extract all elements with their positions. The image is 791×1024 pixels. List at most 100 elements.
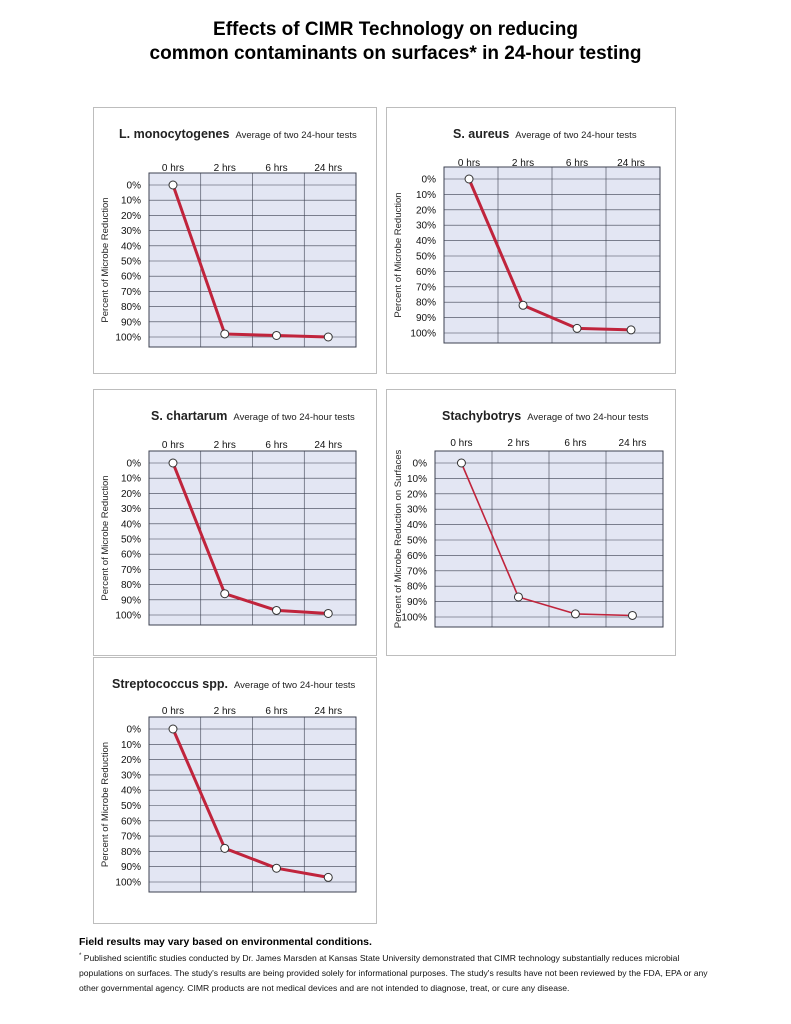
y-tick-label: 30% [121, 504, 141, 515]
data-point [323, 332, 333, 342]
y-tick-label: 50% [407, 536, 427, 547]
y-tick-label: 20% [121, 489, 141, 500]
chart-panel-streptococcus: Streptococcus spp. Average of two 24-hour… [93, 657, 377, 924]
chart-subtitle: Average of two 24-hour tests [515, 130, 637, 141]
y-tick-label: 50% [416, 252, 436, 263]
y-tick-label: 10% [121, 474, 141, 485]
data-point [513, 592, 523, 602]
y-tick-label: 0% [127, 725, 142, 736]
y-tick-label: 30% [121, 770, 141, 781]
chart-title: Stachybotrys [442, 409, 521, 423]
chart-subtitle: Average of two 24-hour tests [234, 680, 356, 691]
chart-svg: L. monocytogenes Average of two 24-hour t… [100, 127, 357, 348]
y-tick-label: 90% [416, 313, 436, 324]
data-point [456, 458, 466, 468]
y-tick-label: 40% [121, 241, 141, 252]
x-tick-label: 0 hrs [450, 438, 472, 449]
footer: Field results may vary based on environm… [79, 935, 709, 996]
chart-svg: Streptococcus spp. Average of two 24-hour… [100, 677, 357, 893]
y-tick-label: 90% [407, 597, 427, 608]
y-tick-label: 70% [121, 565, 141, 576]
y-tick-label: 100% [410, 329, 436, 340]
series-line [460, 462, 633, 617]
footer-disclaimer-text: * Published scientific studies conducted… [79, 949, 709, 996]
y-tick-label: 0% [127, 459, 142, 470]
y-tick-label: 0% [422, 175, 437, 186]
y-tick-label: 20% [121, 211, 141, 222]
x-tick-label: 24 hrs [314, 440, 342, 451]
data-point [323, 872, 333, 882]
y-tick-label: 100% [115, 611, 141, 622]
chart-title: Streptococcus spp. [112, 677, 228, 691]
x-tick-label: 24 hrs [617, 158, 645, 169]
chart-header: S. aureus Average of two 24-hour tests [453, 127, 637, 141]
series-line [171, 728, 329, 879]
y-tick-label: 70% [407, 566, 427, 577]
data-point [220, 589, 230, 599]
x-tick-label: 2 hrs [214, 163, 236, 174]
y-axis-label: Percent of Microbe Reduction [100, 197, 111, 322]
x-tick-label: 6 hrs [265, 440, 287, 451]
chart-panel-stachybotrys: Stachybotrys Average of two 24-hour tests… [386, 389, 676, 656]
chart-svg: S. chartarum Average of two 24-hour tests… [100, 409, 357, 626]
x-tick-label: 6 hrs [265, 163, 287, 174]
series-line [467, 178, 632, 332]
data-point [323, 608, 333, 618]
y-tick-label: 60% [121, 272, 141, 283]
y-tick-label: 80% [416, 298, 436, 309]
data-point [220, 843, 230, 853]
chart-header: L. monocytogenes Average of two 24-hour t… [119, 127, 357, 141]
y-tick-label: 90% [121, 862, 141, 873]
data-point [168, 180, 178, 190]
footer-disclaimer-heading: Field results may vary based on environm… [79, 936, 372, 948]
y-tick-label: 50% [121, 801, 141, 812]
plot-frame [148, 716, 357, 893]
y-tick-label: 100% [401, 613, 427, 624]
y-tick-label: 40% [121, 519, 141, 530]
y-tick-label: 60% [121, 816, 141, 827]
chart-header: Streptococcus spp. Average of two 24-hour… [112, 677, 356, 691]
chart-svg: Stachybotrys Average of two 24-hour tests… [393, 409, 664, 629]
x-tick-label: 6 hrs [564, 438, 586, 449]
y-tick-label: 60% [121, 550, 141, 561]
x-tick-label: 24 hrs [314, 706, 342, 717]
series-line [171, 462, 329, 615]
y-tick-label: 80% [407, 582, 427, 593]
chart-title: S. chartarum [151, 409, 227, 423]
y-tick-label: 10% [407, 474, 427, 485]
x-tick-label: 6 hrs [566, 158, 588, 169]
y-tick-label: 20% [407, 489, 427, 500]
data-point [464, 174, 474, 184]
chart-svg: S. aureus Average of two 24-hour tests 0% 1… [393, 127, 661, 344]
data-point [272, 863, 281, 873]
plot-frame [443, 166, 661, 344]
y-tick-label: 80% [121, 580, 141, 591]
y-tick-label: 90% [121, 317, 141, 328]
page-title-line-1: Effects of CIMR Technology on reducing [213, 19, 578, 40]
y-tick-label: 40% [416, 236, 436, 247]
y-tick-label: 10% [121, 196, 141, 207]
x-tick-label: 0 hrs [458, 158, 480, 169]
plot-frame [434, 450, 664, 628]
data-point [272, 605, 281, 615]
chart-header: Stachybotrys Average of two 24-hour tests [442, 409, 649, 423]
chart-subtitle: Average of two 24-hour tests [233, 412, 355, 423]
y-tick-label: 10% [121, 740, 141, 751]
data-point [272, 330, 281, 340]
y-tick-label: 40% [121, 786, 141, 797]
chart-panel-l-monocytogenes: L. monocytogenes Average of two 24-hour t… [93, 107, 377, 374]
y-tick-label: 100% [115, 333, 141, 344]
y-tick-label: 0% [413, 459, 428, 470]
x-tick-label: 2 hrs [214, 440, 236, 451]
y-axis-label: Percent of Microbe Reduction on Surfaces [393, 450, 404, 629]
chart-panel-s-aureus: S. aureus Average of two 24-hour tests 0% 1… [386, 107, 676, 374]
data-point [570, 609, 580, 619]
y-tick-label: 40% [407, 520, 427, 531]
plot-frame [148, 172, 357, 348]
x-tick-label: 6 hrs [265, 706, 287, 717]
footer-disclaimer-body: Published scientific studies conducted b… [79, 952, 708, 993]
data-point [168, 458, 178, 468]
data-point [572, 323, 582, 333]
plot-frame [148, 450, 357, 626]
page-title-line-2: common contaminants on surfaces* in 24-h… [149, 43, 642, 64]
